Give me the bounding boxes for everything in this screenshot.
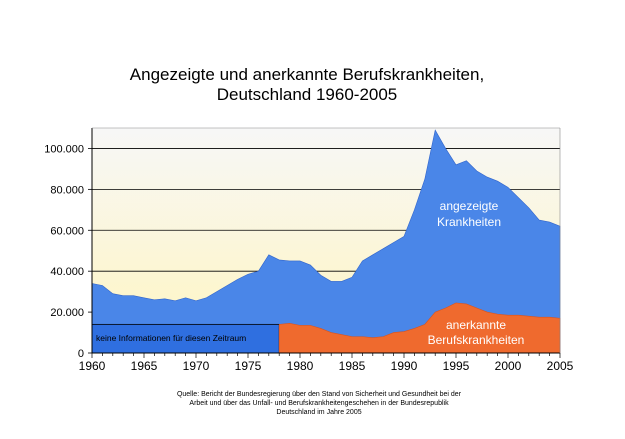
source-line-3: Deutschland im Jahre 2005	[276, 409, 361, 416]
chart-title-line-1: Angezeigte und anerkannte Berufskrankhei…	[130, 65, 484, 84]
x-tick-label: 1995	[443, 359, 470, 373]
x-tick-label: 1960	[79, 359, 106, 373]
x-tick-label: 1985	[339, 359, 366, 373]
anerkannt-label-line-2: Berufskrankheiten	[428, 333, 525, 347]
y-tick-label: 40.000	[50, 266, 84, 278]
x-tick-label: 1975	[235, 359, 262, 373]
no-data-label: keine Informationen für diesen Zeitraum	[96, 333, 246, 343]
x-tick-label: 1990	[391, 359, 418, 373]
y-tick-label: 100.000	[44, 143, 84, 155]
y-tick-label: 0	[78, 348, 84, 360]
x-tick-label: 2000	[495, 359, 522, 373]
y-axis-ticks: 0 20.000 40.000 60.000 80.000 100.000	[44, 143, 92, 360]
angezeigt-label-line-1: angezeigte	[440, 199, 499, 213]
source-line-1: Quelle: Bericht der Bundesregierung über…	[177, 391, 462, 398]
x-axis-ticks: 1960 1965 1970 1975 1980 1985 1990 1995 2000 2005	[79, 353, 574, 373]
anerkannt-label-line-1: anerkannte	[446, 318, 506, 332]
y-tick-label: 20.000	[50, 307, 84, 319]
data-areas	[91, 129, 561, 354]
axes	[91, 127, 561, 354]
area-anerkannt	[278, 302, 561, 354]
source-line-2: Arbeit und über das Unfall- und Berufskr…	[189, 400, 449, 407]
x-tick-label: 2005	[547, 359, 574, 373]
x-tick-label: 1965	[131, 359, 158, 373]
chart-title-line-2: Deutschland 1960-2005	[217, 85, 398, 104]
x-tick-label: 1970	[183, 359, 210, 373]
angezeigt-label-line-2: Krankheiten	[437, 215, 501, 229]
y-tick-label: 80.000	[50, 184, 84, 196]
x-tick-label: 1980	[287, 359, 314, 373]
area-angezeigt	[91, 129, 561, 354]
y-tick-label: 60.000	[50, 225, 84, 237]
